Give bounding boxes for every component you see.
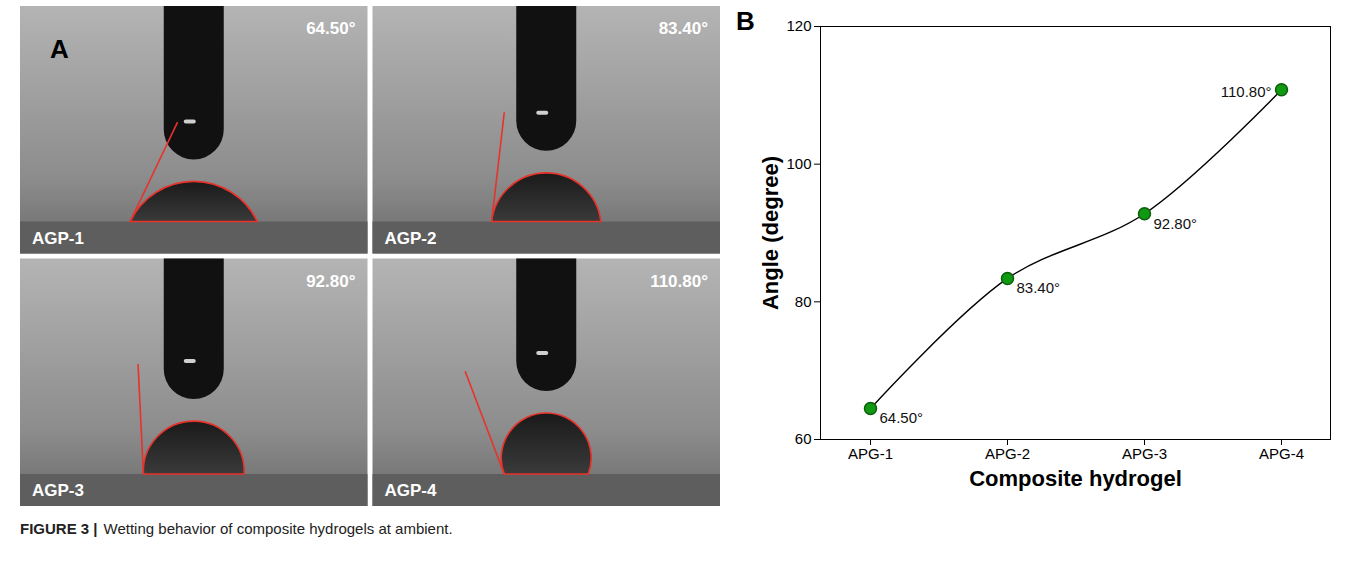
svg-text:APG-2: APG-2 [985, 445, 1030, 462]
svg-text:120: 120 [786, 17, 811, 34]
html-text:B: B [736, 6, 755, 36]
svg-text:AGP-3: AGP-3 [32, 481, 84, 500]
svg-text:Composite hydrogel: Composite hydrogel [969, 466, 1182, 491]
svg-text:Angle (degree): Angle (degree) [758, 156, 783, 310]
svg-text:APG-4: APG-4 [1259, 445, 1304, 462]
svg-text:110.80°: 110.80° [1221, 83, 1272, 100]
svg-text:A: A [50, 34, 69, 64]
svg-text:AGP-4: AGP-4 [385, 481, 438, 500]
svg-text:AGP-1: AGP-1 [32, 229, 84, 248]
svg-text:APG-3: APG-3 [1122, 445, 1167, 462]
svg-text:92.80°: 92.80° [306, 272, 356, 291]
svg-text:64.50°: 64.50° [306, 19, 356, 38]
svg-text:80: 80 [795, 293, 812, 310]
svg-text:92.80°: 92.80° [1154, 215, 1198, 232]
svg-text:83.40°: 83.40° [1017, 279, 1061, 296]
svg-text:AGP-2: AGP-2 [385, 229, 437, 248]
svg-text:83.40°: 83.40° [659, 19, 709, 38]
svg-text:64.50°: 64.50° [880, 409, 924, 426]
svg-text:100: 100 [786, 155, 811, 172]
html-text:FIGURE 3 | Wetting behavior of: FIGURE 3 | Wetting behavior of composite… [20, 520, 453, 537]
svg-text:110.80°: 110.80° [650, 272, 708, 291]
svg-text:60: 60 [795, 430, 812, 447]
svg-text:APG-1: APG-1 [848, 445, 893, 462]
